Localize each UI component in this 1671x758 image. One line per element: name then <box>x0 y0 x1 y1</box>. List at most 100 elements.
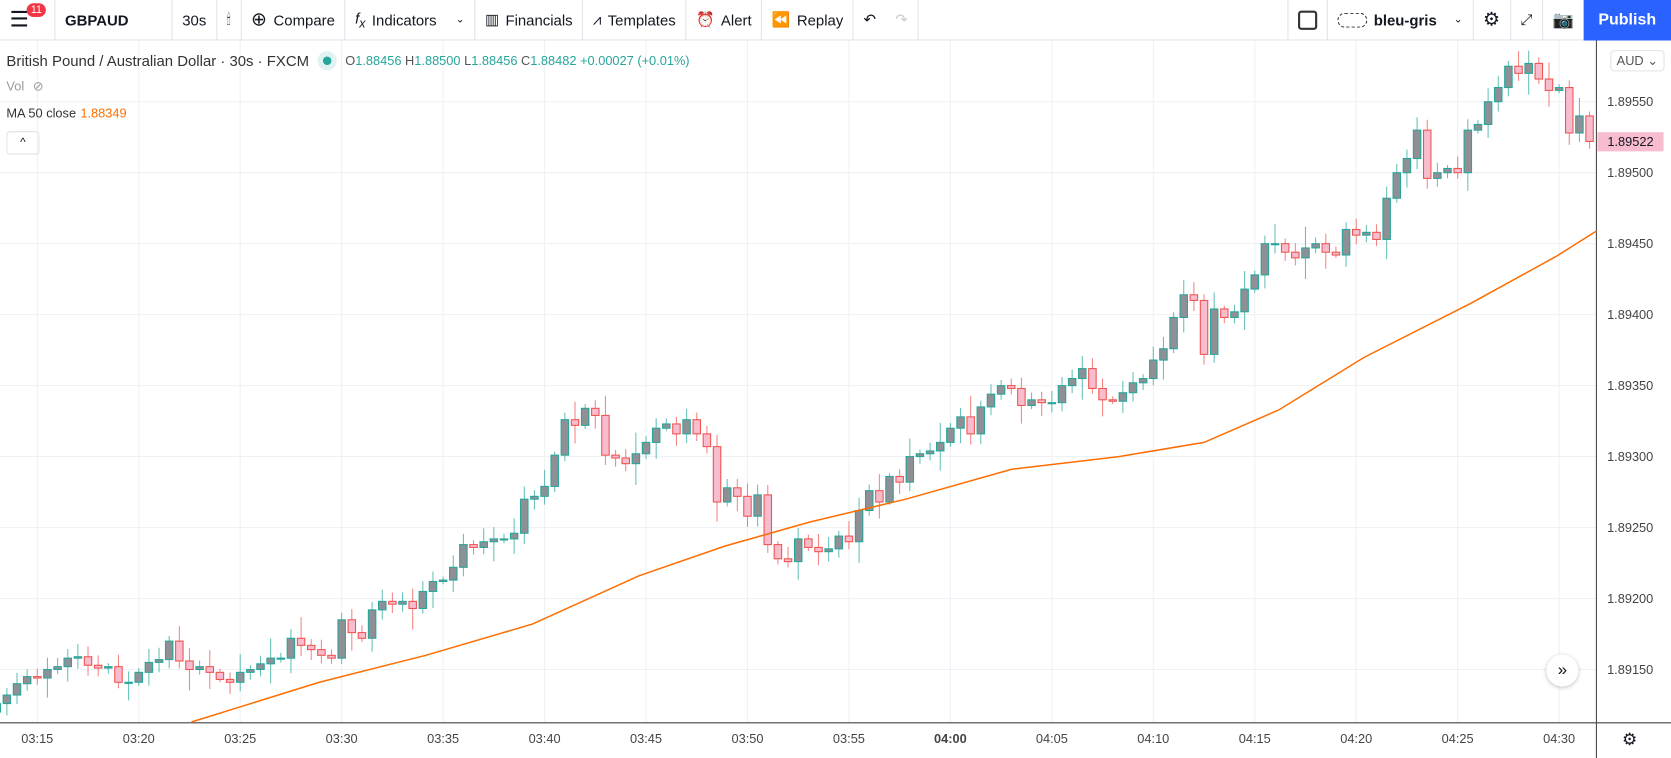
candle-body <box>1047 402 1057 405</box>
candle <box>702 425 712 454</box>
candle-body <box>824 548 833 553</box>
candle-body <box>1209 308 1219 355</box>
candle <box>915 449 925 464</box>
axis-settings-icon[interactable]: ⚙ <box>1621 731 1638 750</box>
rewind-icon: ⏪ <box>771 10 791 28</box>
candle <box>946 422 955 447</box>
time-tick-label: 03:35 <box>427 731 459 746</box>
replay-button[interactable]: ⏪ Replay <box>762 0 854 40</box>
candle <box>246 665 255 680</box>
interval-button[interactable]: 30s <box>173 0 217 40</box>
candle <box>925 442 935 461</box>
candle-body <box>408 600 417 609</box>
candle <box>469 540 478 555</box>
candle-body <box>1138 377 1148 384</box>
candle-body <box>489 538 499 543</box>
candle <box>1524 50 1533 95</box>
candle-body <box>875 490 884 503</box>
symbol-search[interactable]: GBPAUD <box>55 0 173 40</box>
financials-button[interactable]: ▥ Financials <box>475 0 584 40</box>
candle <box>1534 57 1544 85</box>
candle <box>449 555 458 592</box>
candle-body <box>601 414 610 456</box>
publish-button[interactable]: Publish <box>1583 0 1671 40</box>
candle-body <box>692 419 702 435</box>
menu-button[interactable]: ☰ 11 <box>0 0 56 40</box>
ohlc-values: O1.88456 H1.88500 L1.88456 C1.88482 +0.0… <box>345 53 689 68</box>
price-chart[interactable]: 1.89150 1.89200 1.89250 1.89300 1.89350 1.894… <box>0 40 1671 758</box>
price-tick-label: 1.89450 <box>1607 236 1653 251</box>
candle <box>520 486 529 544</box>
price-tick-label: 1.89350 <box>1607 378 1653 393</box>
alert-button[interactable]: ⏰ Alert <box>686 0 763 40</box>
redo-button[interactable]: ↷ <box>886 0 919 40</box>
candle-body <box>1443 167 1452 174</box>
candle-body <box>63 657 72 668</box>
candle <box>1209 292 1219 363</box>
candle <box>164 635 174 669</box>
candle <box>1220 305 1229 324</box>
candle-body <box>205 666 215 673</box>
candle-body <box>1250 274 1260 290</box>
candle-body <box>1007 385 1016 389</box>
candle-body <box>712 446 722 503</box>
layout-name-button[interactable]: bleu-gris ⌄ <box>1328 0 1474 40</box>
candle-body <box>276 657 286 660</box>
fullscreen-button[interactable]: ⤢ <box>1511 0 1544 40</box>
candle-body <box>986 393 996 408</box>
snapshot-button[interactable]: 📷 <box>1543 0 1583 40</box>
candle <box>266 638 275 684</box>
candle <box>986 384 996 416</box>
candle-body <box>631 453 641 465</box>
candle-body <box>641 441 651 455</box>
templates-button[interactable]: ⩘ Templates <box>583 0 687 40</box>
change-value: +0.00027 (+0.01%) <box>580 53 690 69</box>
candle <box>935 422 945 471</box>
candle <box>1331 246 1341 258</box>
chevron-down-icon[interactable]: ⌄ <box>455 13 465 26</box>
candle-body <box>1504 65 1513 89</box>
candle-body <box>1088 368 1097 389</box>
candle <box>793 528 803 580</box>
candle-body <box>915 453 925 458</box>
undo-button[interactable]: ↶ <box>854 0 886 40</box>
candle-body <box>1179 294 1188 319</box>
eye-crossed-icon[interactable]: ⊘ <box>32 78 44 94</box>
settings-button[interactable]: ⚙ <box>1473 0 1511 40</box>
square-icon <box>1298 10 1318 30</box>
collapse-legend-button[interactable]: ^ <box>6 131 40 155</box>
candle-body <box>570 419 580 426</box>
currency-selector[interactable]: AUD ⌄ <box>1610 50 1665 72</box>
fullscreen-layout-button[interactable] <box>1287 0 1328 40</box>
candle <box>753 484 762 527</box>
candle <box>976 400 986 445</box>
candle-body <box>773 544 783 560</box>
candle <box>682 408 691 443</box>
time-tick-label: 04:05 <box>1036 731 1068 746</box>
candle <box>733 478 742 512</box>
price-tick-label: 1.89500 <box>1607 165 1653 180</box>
candle <box>438 576 448 585</box>
candle <box>205 650 215 689</box>
time-tick-label: 03:55 <box>833 731 865 746</box>
scroll-to-realtime-button[interactable]: » <box>1546 654 1579 687</box>
top-toolbar: ☰ 11 GBPAUD 30s 🕯 ⊕ Compare fx Indicators ⌄… <box>0 0 1671 41</box>
compare-button[interactable]: ⊕ Compare <box>241 0 346 40</box>
candle <box>114 654 123 689</box>
last-price-label: 1.89522 <box>1597 132 1664 152</box>
candle-body <box>347 619 357 634</box>
indicators-button[interactable]: fx Indicators ⌄ <box>346 0 476 40</box>
candle <box>104 663 113 674</box>
candle <box>1402 149 1412 188</box>
candle-body <box>885 475 894 503</box>
chart-type-button[interactable]: 🕯 <box>217 0 242 40</box>
candle <box>1291 243 1300 266</box>
candle <box>844 521 854 550</box>
candle-body <box>1057 385 1067 404</box>
candle-body <box>520 498 529 534</box>
candle <box>428 571 438 608</box>
candle <box>256 655 265 677</box>
candle-body <box>1585 115 1594 143</box>
candle-body <box>814 546 823 553</box>
candle <box>1504 60 1513 97</box>
